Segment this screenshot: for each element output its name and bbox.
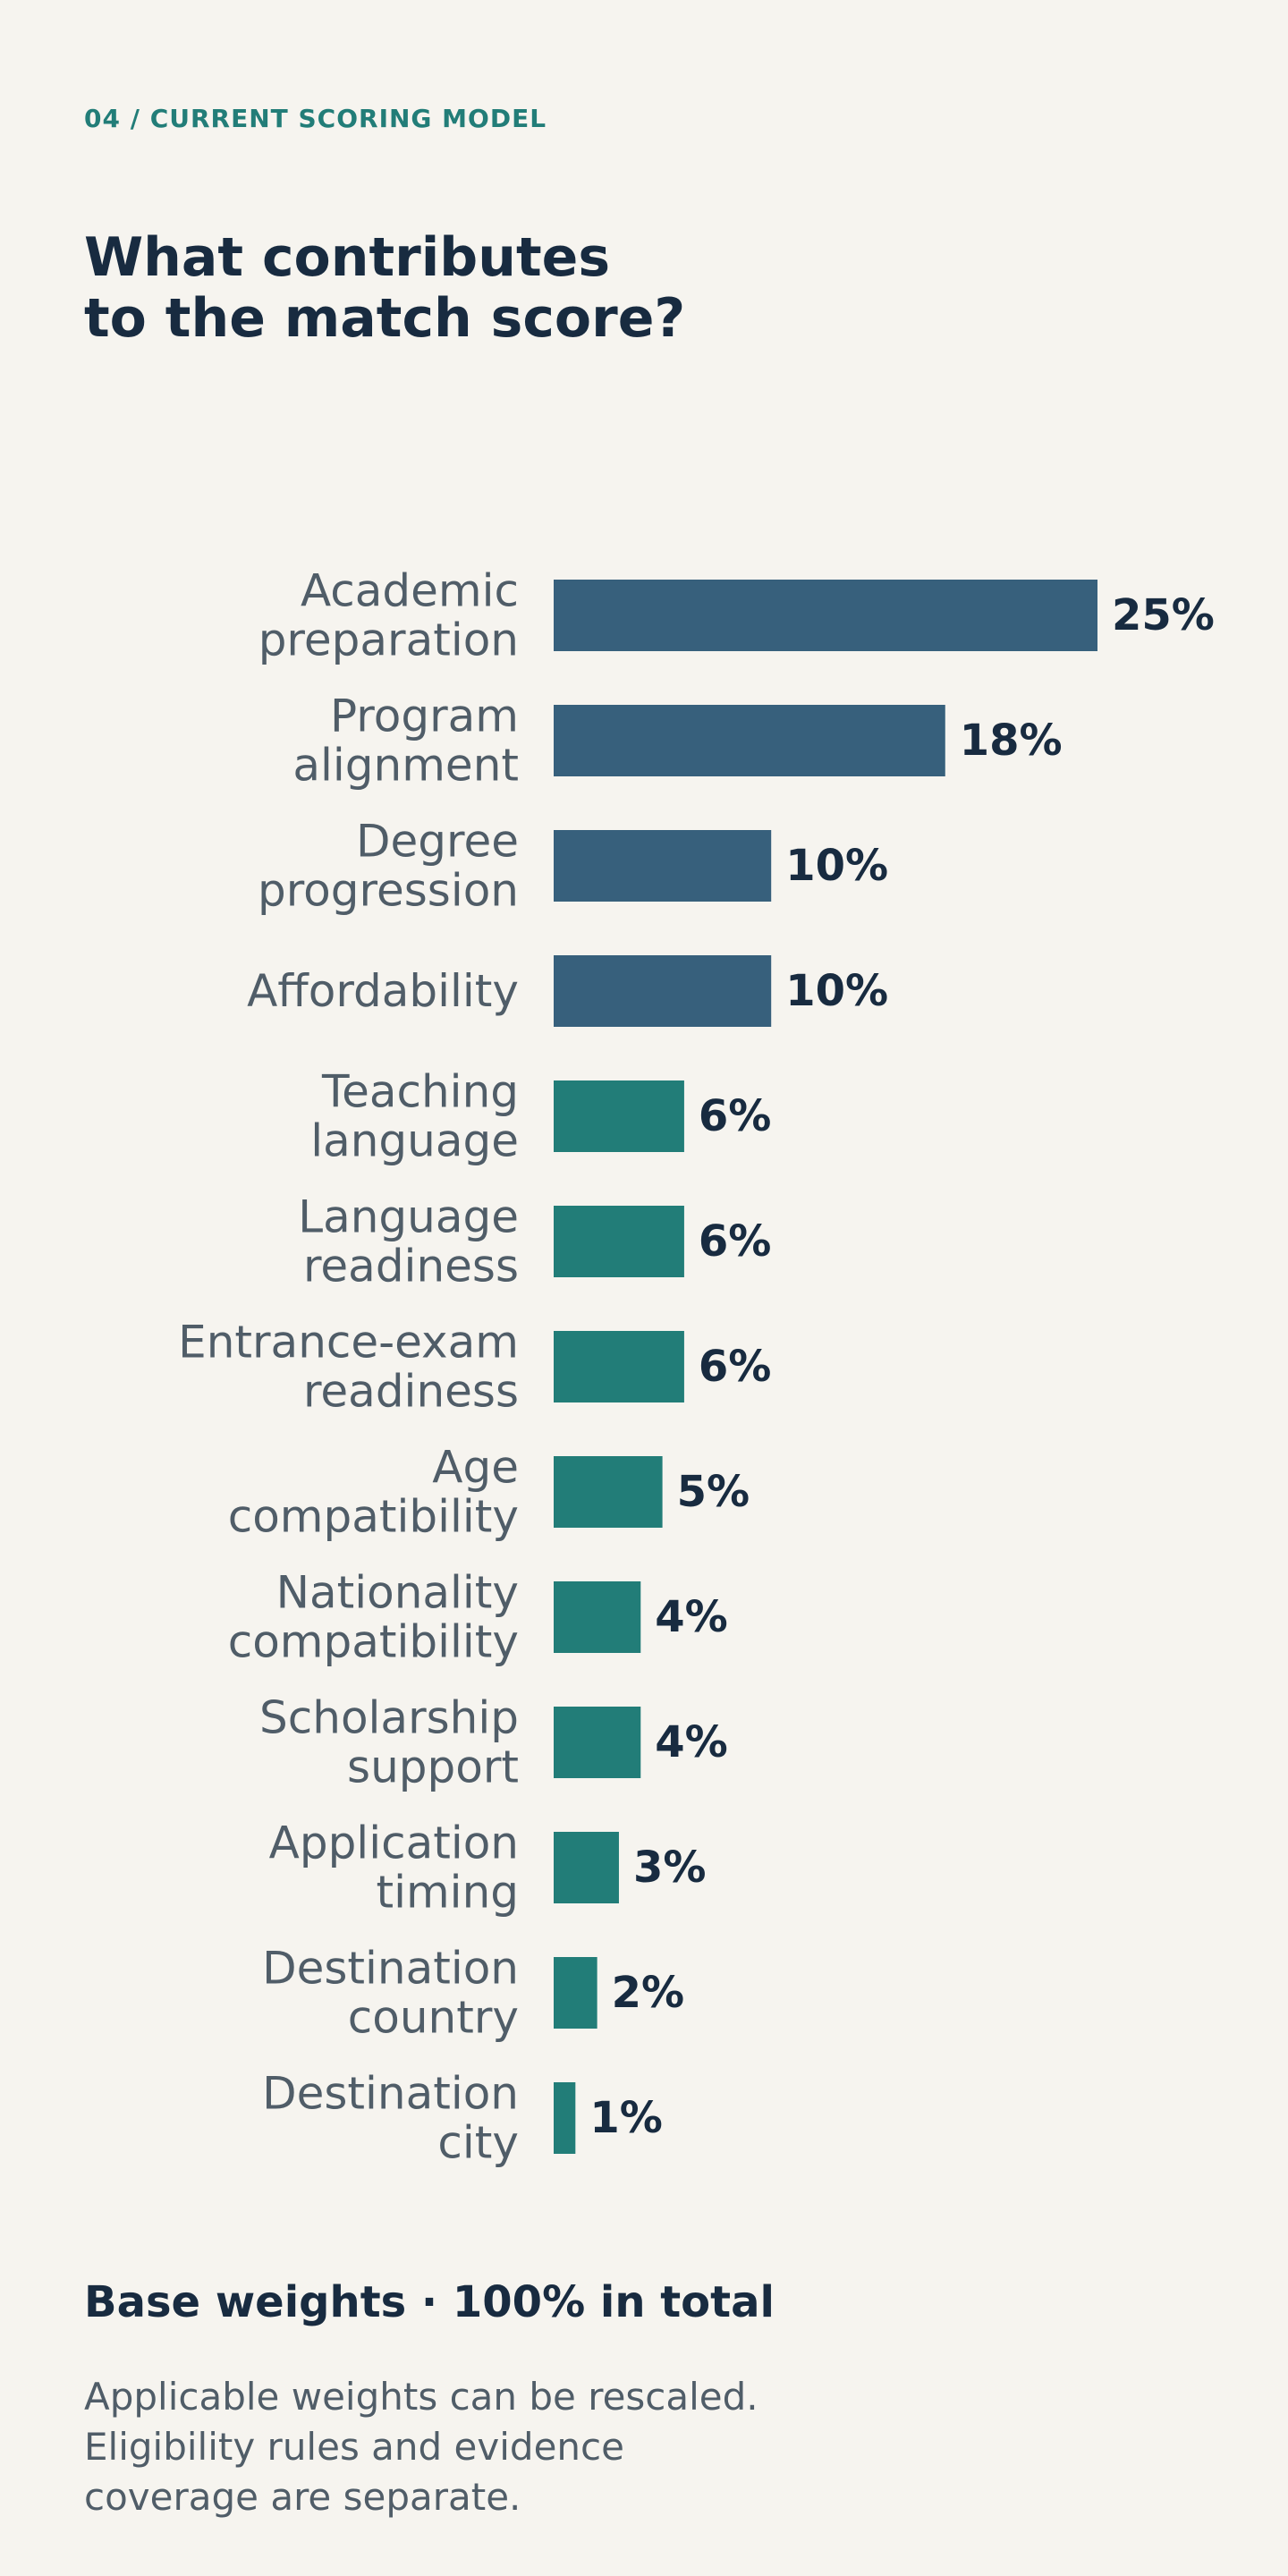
title-line: What contributes xyxy=(84,226,611,289)
bar-value-label: 10% xyxy=(785,966,888,1016)
bar xyxy=(554,1832,619,1903)
category-label-line: Application xyxy=(269,1818,519,1869)
title-line: to the match score? xyxy=(84,287,686,350)
bar-row: 10% Degree progression xyxy=(258,816,888,917)
bar-row: 3% Application timing xyxy=(269,1818,707,1919)
category-label: Nationality compatibility xyxy=(228,1567,519,1668)
bar-row: 18% Program alignment xyxy=(292,691,1062,792)
bar-value-label: 4% xyxy=(655,1717,728,1767)
page-title: What contributes to the match score? xyxy=(84,227,685,349)
category-label: Scholarship support xyxy=(259,1692,519,1793)
category-label-line: readiness xyxy=(303,1366,519,1418)
bar-value-label: 5% xyxy=(677,1467,750,1517)
category-label-line: Academic xyxy=(301,565,519,617)
bar-row: 4% Scholarship support xyxy=(259,1692,728,1793)
category-label-line: Affordability xyxy=(247,965,519,1017)
category-label-line: Age xyxy=(432,1442,519,1494)
category-label-line: country xyxy=(348,1992,519,2044)
bar xyxy=(554,1581,641,1653)
bar xyxy=(554,955,772,1027)
bar-row: 1% Destination city xyxy=(262,2068,663,2169)
bar-value-label: 6% xyxy=(699,1216,772,1267)
section-eyebrow: 04 / CURRENT SCORING MODEL xyxy=(84,104,547,133)
category-label-line: Entrance-exam xyxy=(178,1317,519,1368)
bar-row: 6% Entrance-exam readiness xyxy=(178,1317,771,1418)
bar-value-label: 4% xyxy=(655,1592,728,1642)
bar xyxy=(554,1080,684,1152)
bar xyxy=(554,1957,597,2029)
category-label-line: Degree xyxy=(356,816,519,868)
bar xyxy=(554,1206,684,1277)
weights-summary: Base weights · 100% in total xyxy=(84,2277,775,2327)
category-label: Destination country xyxy=(262,1943,519,2044)
category-label-line: Program xyxy=(330,691,519,742)
bar-row: 4% Nationality compatibility xyxy=(228,1567,728,1668)
bar xyxy=(554,1456,663,1528)
footnote: Applicable weights can be rescaled. Elig… xyxy=(84,2372,758,2522)
bar xyxy=(554,1707,641,1778)
bar-row: 2% Destination country xyxy=(262,1943,684,2044)
bar xyxy=(554,580,1097,651)
weights-bar-chart: 25% Academic preparation 18% Program alignmen… xyxy=(178,565,1215,2169)
bar-value-label: 10% xyxy=(785,841,888,891)
category-label-line: preparation xyxy=(258,614,519,666)
category-label-line: Destination xyxy=(262,2068,519,2120)
bar-value-label: 6% xyxy=(699,1342,772,1392)
bar-row: 25% Academic preparation xyxy=(258,565,1215,666)
category-label-line: language xyxy=(310,1115,519,1167)
category-label-line: Destination xyxy=(262,1943,519,1995)
category-label-line: compatibility xyxy=(228,1616,519,1668)
category-label: Affordability xyxy=(247,965,519,1017)
bar-value-label: 6% xyxy=(699,1091,772,1141)
category-label: Academic preparation xyxy=(258,565,519,666)
bar-value-label: 1% xyxy=(589,2093,663,2143)
category-label-line: compatibility xyxy=(228,1491,519,1543)
category-label-line: Nationality xyxy=(276,1567,519,1619)
bar xyxy=(554,1331,684,1402)
category-label: Degree progression xyxy=(258,816,519,917)
bar xyxy=(554,705,945,776)
category-label-line: Scholarship xyxy=(259,1692,519,1744)
category-label-line: Language xyxy=(298,1191,519,1243)
bar-value-label: 3% xyxy=(633,1843,707,1893)
category-label-line: Teaching xyxy=(321,1066,519,1118)
category-label-line: progression xyxy=(258,865,519,917)
bar-row: 5% Age compatibility xyxy=(228,1442,750,1543)
bar-value-label: 25% xyxy=(1112,590,1215,640)
footnote-line: coverage are separate. xyxy=(84,2475,521,2519)
category-label: Entrance-exam readiness xyxy=(178,1317,519,1418)
category-label: Application timing xyxy=(269,1818,519,1919)
bar xyxy=(554,2082,576,2154)
bar-value-label: 2% xyxy=(612,1968,685,2018)
bar-row: 6% Teaching language xyxy=(310,1066,771,1167)
category-label-line: timing xyxy=(376,1867,519,1919)
category-label: Program alignment xyxy=(292,691,519,792)
bar-row: 6% Language readiness xyxy=(298,1191,771,1292)
category-label-line: alignment xyxy=(292,740,519,792)
category-label: Age compatibility xyxy=(228,1442,519,1543)
category-label: Language readiness xyxy=(298,1191,519,1292)
footnote-line: Eligibility rules and evidence xyxy=(84,2425,624,2469)
bar-row: 10% Affordability xyxy=(247,955,888,1027)
category-label: Destination city xyxy=(262,2068,519,2169)
category-label: Teaching language xyxy=(310,1066,519,1167)
bar-value-label: 18% xyxy=(960,716,1063,766)
bar xyxy=(554,830,772,902)
footnote-line: Applicable weights can be rescaled. xyxy=(84,2375,758,2419)
category-label-line: readiness xyxy=(303,1241,519,1292)
category-label-line: city xyxy=(437,2117,519,2169)
category-label-line: support xyxy=(347,1741,519,1793)
